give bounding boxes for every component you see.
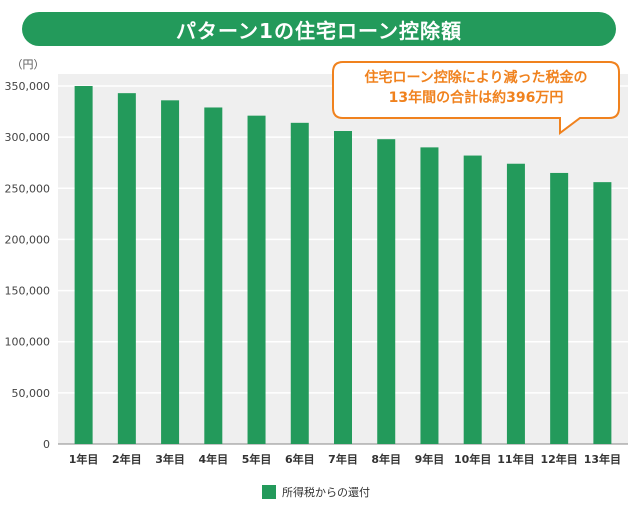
x-tick-label: 10年目 [454, 452, 491, 466]
bars [74, 86, 612, 445]
bar [420, 147, 439, 444]
callout-line-1: 住宅ローン控除により減った税金の [364, 70, 588, 86]
y-tick-label: 300,000 [5, 131, 51, 144]
x-axis-ticks: 1年目 2年目 3年目 4年目 5年目 6年目 7年目 8年目 9年目 10年目 11年目 12年目 1… [69, 452, 621, 466]
x-tick-label: 5年目 [242, 452, 272, 466]
y-tick-label: 250,000 [5, 182, 51, 195]
legend-swatch [262, 485, 276, 499]
bar [463, 155, 482, 444]
x-tick-label: 3年目 [155, 452, 185, 466]
y-axis-ticks: 0 50,000 100,000 150,000 200,000 250,000 300,0… [5, 80, 51, 451]
y-tick-label: 100,000 [5, 336, 51, 349]
bar [377, 139, 396, 444]
y-tick-label: 0 [43, 438, 50, 451]
x-tick-label: 11年目 [497, 452, 534, 466]
x-tick-label: 8年目 [371, 452, 401, 466]
callout-box [332, 61, 620, 135]
bar [161, 100, 180, 444]
x-tick-label: 2年目 [112, 452, 142, 466]
bar [290, 122, 309, 444]
x-tick-label: 1年目 [69, 452, 99, 466]
y-tick-label: 50,000 [12, 387, 51, 400]
x-tick-label: 9年目 [415, 452, 445, 466]
chart-title: パターン1の住宅ローン控除額 [22, 12, 616, 46]
callout-text: 住宅ローン控除により減った税金の 13年間の合計は約396万円 [333, 68, 619, 108]
x-tick-label: 4年目 [198, 452, 228, 466]
legend-label: 所得税からの還付 [282, 486, 370, 499]
y-tick-label: 350,000 [5, 80, 51, 93]
bar [334, 131, 352, 444]
x-tick-label: 13年目 [584, 452, 621, 466]
bar [74, 86, 93, 444]
bar [247, 115, 266, 445]
x-tick-label: 6年目 [285, 452, 315, 466]
bar [117, 93, 136, 444]
x-tick-label: 7年目 [328, 452, 358, 466]
y-axis-label: （円） [12, 58, 45, 71]
bar [593, 182, 612, 445]
y-tick-label: 150,000 [5, 285, 51, 298]
bar [204, 107, 223, 444]
bar [506, 163, 525, 445]
x-tick-label: 12年目 [540, 452, 577, 466]
bar [550, 172, 569, 444]
legend: 所得税からの還付 [262, 484, 370, 500]
y-tick-label: 200,000 [5, 233, 51, 246]
callout-line-2: 13年間の合計は約396万円 [388, 90, 564, 106]
